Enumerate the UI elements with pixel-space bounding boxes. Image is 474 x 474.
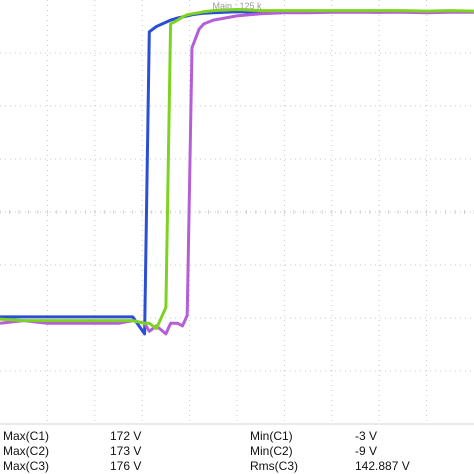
meas-value-max-c2: 173 V [110,444,141,458]
top-label: Main : 125 k [212,1,262,11]
meas-label-rms-c3: Rms(C3) [250,459,298,473]
meas-value-rms-c3: 142.887 V [355,459,410,473]
grid [0,0,474,425]
meas-label-max-c2: Max(C2) [3,444,49,458]
measurements-table: Max(C1) 172 V Min(C1) -3 V Max(C2) 173 V… [3,429,410,473]
meas-label-min-c2: Min(C2) [250,444,293,458]
meas-label-max-c3: Max(C3) [3,459,49,473]
meas-value-min-c1: -3 V [355,429,377,443]
trace-c2 [0,10,474,336]
traces [0,8,474,336]
meas-value-max-c1: 172 V [110,429,141,443]
meas-label-max-c1: Max(C1) [3,429,49,443]
meas-label-min-c1: Min(C1) [250,429,293,443]
trace-c3 [0,8,474,331]
meas-value-max-c3: 176 V [110,459,141,473]
meas-value-min-c2: -9 V [355,444,377,458]
